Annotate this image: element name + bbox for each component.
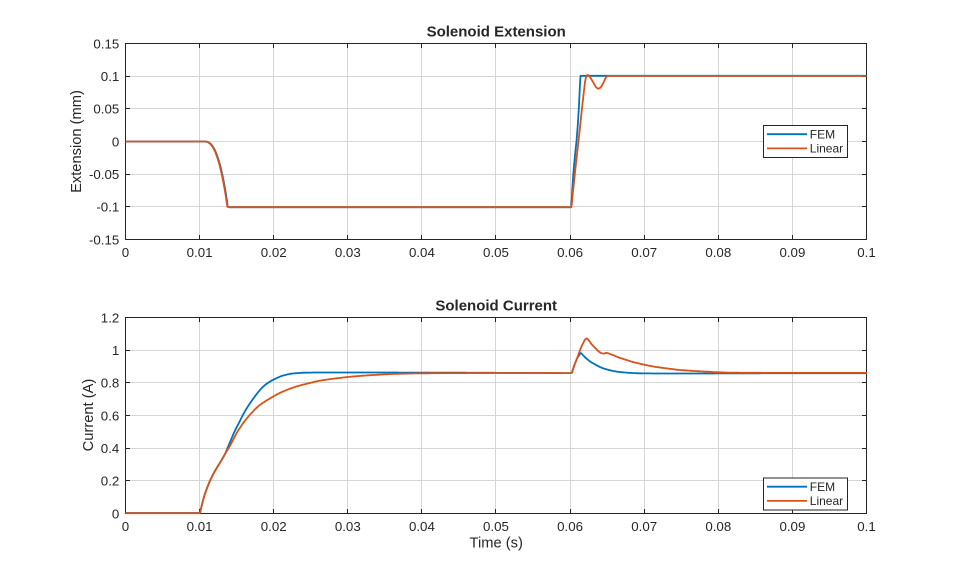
svg-text:FEM: FEM bbox=[810, 480, 835, 494]
svg-text:Solenoid Current: Solenoid Current bbox=[435, 298, 557, 315]
svg-text:-0.15: -0.15 bbox=[89, 232, 119, 247]
svg-text:Current (A): Current (A) bbox=[81, 379, 97, 452]
svg-text:0.06: 0.06 bbox=[557, 519, 583, 534]
svg-text:0.2: 0.2 bbox=[101, 474, 120, 489]
svg-text:0.08: 0.08 bbox=[705, 519, 731, 534]
svg-text:0.07: 0.07 bbox=[631, 245, 657, 260]
svg-text:0.07: 0.07 bbox=[631, 519, 657, 534]
svg-text:0: 0 bbox=[112, 134, 119, 149]
svg-text:0.08: 0.08 bbox=[705, 245, 731, 260]
svg-text:0.6: 0.6 bbox=[101, 408, 120, 423]
svg-text:0.1: 0.1 bbox=[857, 519, 876, 534]
svg-text:1: 1 bbox=[112, 343, 119, 358]
svg-text:0.04: 0.04 bbox=[409, 245, 435, 260]
svg-text:0.02: 0.02 bbox=[261, 519, 287, 534]
svg-text:0: 0 bbox=[122, 245, 129, 260]
svg-text:1.2: 1.2 bbox=[101, 310, 120, 325]
svg-text:0.05: 0.05 bbox=[93, 102, 119, 117]
svg-text:0.09: 0.09 bbox=[779, 519, 805, 534]
svg-text:0.09: 0.09 bbox=[779, 245, 805, 260]
svg-text:-0.05: -0.05 bbox=[89, 167, 119, 182]
svg-text:0.03: 0.03 bbox=[335, 245, 361, 260]
svg-text:Solenoid Extension: Solenoid Extension bbox=[427, 24, 566, 41]
svg-text:0.8: 0.8 bbox=[101, 376, 120, 391]
svg-text:0.01: 0.01 bbox=[187, 245, 213, 260]
svg-text:0.03: 0.03 bbox=[335, 519, 361, 534]
svg-text:Linear: Linear bbox=[810, 494, 843, 508]
svg-text:FEM: FEM bbox=[810, 128, 835, 142]
svg-text:0.05: 0.05 bbox=[483, 519, 509, 534]
svg-text:Extension (mm): Extension (mm) bbox=[69, 90, 85, 193]
svg-text:0.15: 0.15 bbox=[93, 36, 119, 51]
svg-text:0.05: 0.05 bbox=[483, 245, 509, 260]
svg-text:0: 0 bbox=[112, 506, 119, 521]
svg-text:0.1: 0.1 bbox=[101, 69, 120, 84]
svg-text:0.01: 0.01 bbox=[187, 519, 213, 534]
svg-text:0.4: 0.4 bbox=[101, 441, 120, 456]
svg-text:Time (s): Time (s) bbox=[470, 536, 523, 552]
svg-text:Linear: Linear bbox=[810, 142, 843, 156]
svg-text:-0.1: -0.1 bbox=[96, 200, 119, 215]
svg-text:0.02: 0.02 bbox=[261, 245, 287, 260]
svg-text:0: 0 bbox=[122, 519, 129, 534]
svg-text:0.06: 0.06 bbox=[557, 245, 583, 260]
svg-text:0.1: 0.1 bbox=[857, 245, 876, 260]
svg-text:0.04: 0.04 bbox=[409, 519, 435, 534]
